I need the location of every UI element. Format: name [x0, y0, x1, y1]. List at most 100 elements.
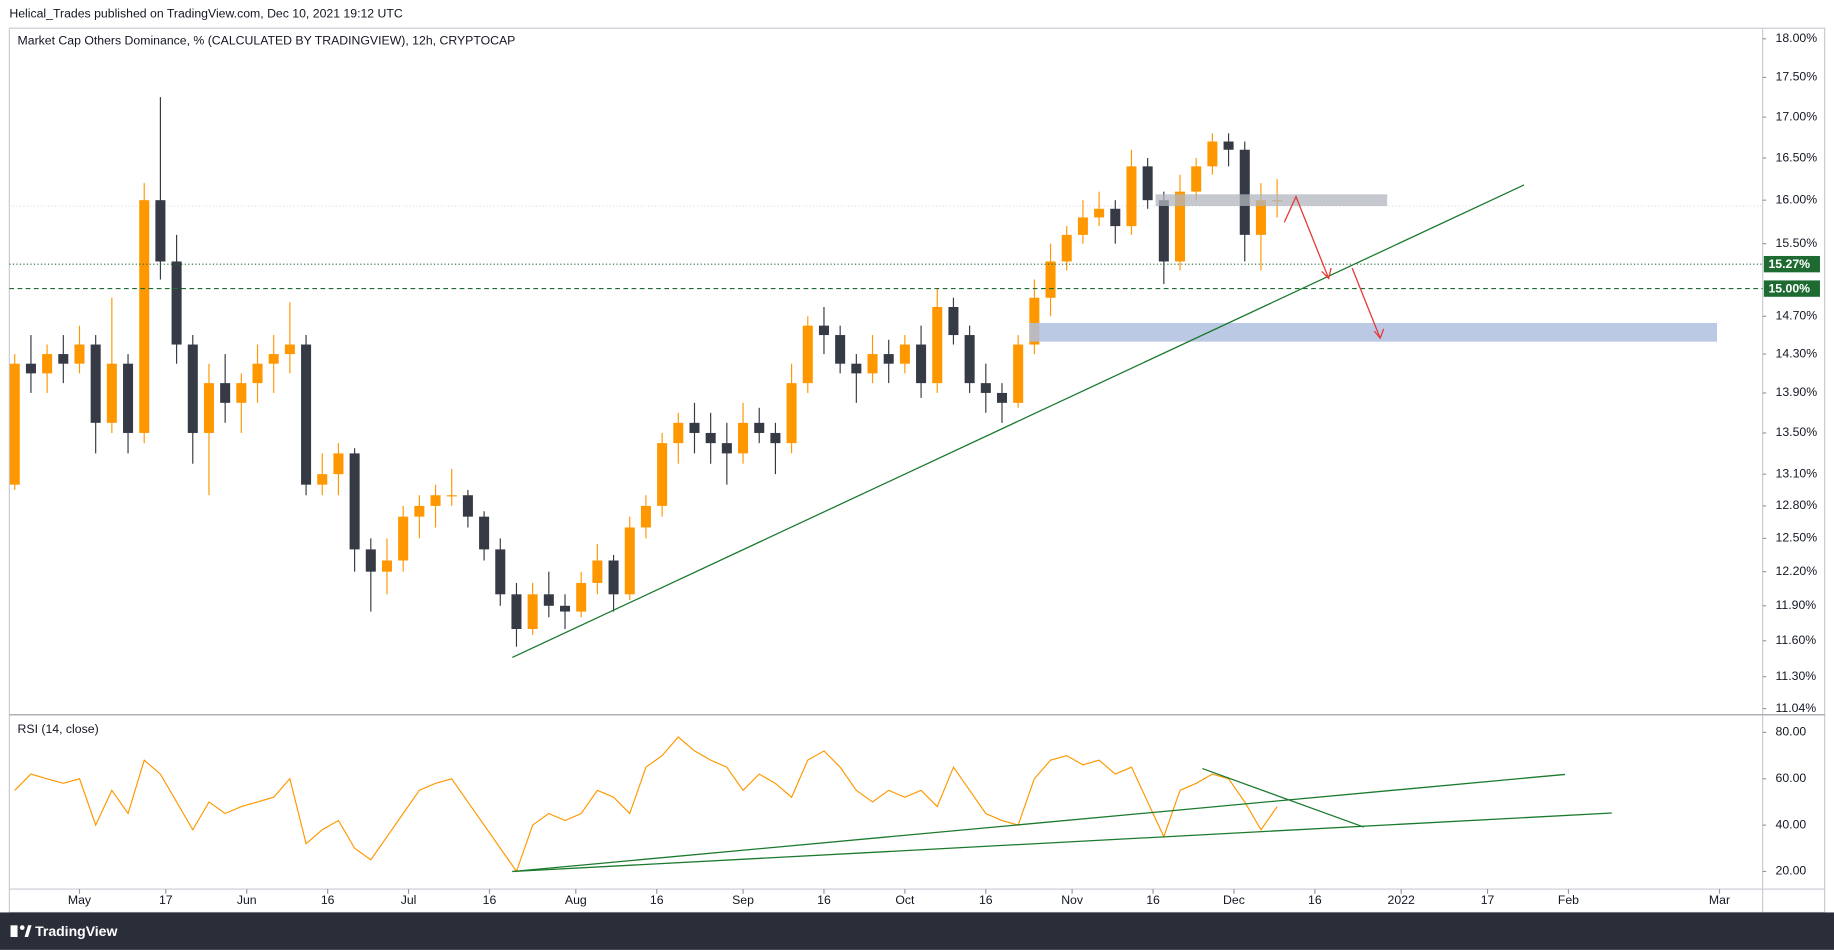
candle-body — [673, 422, 684, 444]
x-tick-label: 16 — [321, 893, 335, 907]
candle-body — [1223, 141, 1234, 150]
candle-body — [1255, 200, 1266, 235]
price-badge-label: 15.00% — [1769, 281, 1811, 295]
candle-body — [268, 354, 279, 364]
arrow — [1283, 194, 1330, 279]
x-tick-label: Jul — [401, 893, 417, 907]
candle-body — [1191, 166, 1202, 192]
drawings — [512, 184, 1718, 659]
logo-mark — [19, 925, 25, 930]
header-text: Helical_Trades published on TradingView.… — [9, 6, 403, 20]
candle-body — [867, 354, 878, 374]
candle-body — [301, 344, 312, 485]
candle-body — [980, 383, 991, 393]
price-pane-title: Market Cap Others Dominance, % (CALCULAT… — [18, 33, 516, 47]
candle-body — [58, 354, 69, 364]
x-tick-label: Sep — [732, 893, 754, 907]
x-tick-label: 16 — [979, 893, 993, 907]
y-tick-label: 11.60% — [1776, 633, 1817, 647]
candle-body — [171, 261, 182, 345]
y-tick-label: 18.00% — [1776, 31, 1818, 45]
candle-body — [689, 422, 700, 433]
candle-body — [479, 516, 490, 550]
candle-body — [576, 582, 587, 612]
y-tick-label: 16.50% — [1776, 150, 1818, 164]
candle-body — [333, 453, 344, 475]
candle-body — [42, 354, 53, 374]
x-tick-label: Feb — [1558, 893, 1579, 907]
header-bar — [0, 0, 1834, 29]
x-tick-label: 2022 — [1388, 893, 1415, 907]
candle-body — [1158, 200, 1169, 262]
x-tick-label: 16 — [650, 893, 664, 907]
candle-body — [657, 443, 668, 506]
candle-body — [559, 605, 571, 612]
logo — [10, 925, 32, 938]
candle-body — [527, 594, 538, 630]
candle-body — [462, 495, 473, 517]
x-tick-label: Nov — [1061, 893, 1084, 907]
candle-body — [74, 344, 85, 364]
candle-body — [899, 344, 910, 364]
y-tick-label: 17.50% — [1776, 70, 1818, 84]
x-tick-label: Aug — [565, 893, 587, 907]
candle-body — [738, 422, 749, 454]
y-tick-label: 14.30% — [1776, 346, 1818, 360]
candle-body — [1126, 166, 1137, 227]
x-tick-label: Oct — [895, 893, 915, 907]
y-tick-label: 12.80% — [1776, 498, 1818, 512]
candle-body — [1029, 297, 1040, 345]
candle-body — [220, 383, 231, 403]
candle-body — [705, 432, 716, 444]
x-tick-label: 17 — [1481, 893, 1495, 907]
candle-body — [123, 363, 134, 433]
candle-body — [721, 443, 732, 454]
logo-mark — [24, 925, 32, 938]
x-tick-label: Dec — [1223, 893, 1245, 907]
footer-brand: TradingView — [35, 923, 117, 939]
y-tick-label: 60.00 — [1776, 771, 1807, 785]
candle-body — [624, 527, 635, 595]
candles — [9, 97, 1283, 647]
candle-body — [446, 495, 457, 497]
y-tick-label: 11.30% — [1776, 669, 1817, 683]
candle-body — [203, 383, 214, 433]
arrow — [1351, 267, 1381, 339]
arrow-head — [1373, 328, 1385, 340]
candle-body — [770, 432, 781, 444]
logo-mark — [10, 925, 18, 938]
y-tick-label: 13.10% — [1776, 466, 1818, 480]
candle-body — [155, 200, 166, 262]
candle-body — [1239, 149, 1250, 235]
x-tick-label: 17 — [159, 893, 173, 907]
x-tick-label: Jun — [237, 893, 257, 907]
rsi-pane-title: RSI (14, close) — [18, 722, 99, 736]
candle-body — [1077, 217, 1088, 235]
candle-body — [754, 422, 765, 433]
x-tick-label: 16 — [817, 893, 831, 907]
y-tick-label: 17.00% — [1776, 109, 1818, 123]
candle-body — [592, 560, 603, 583]
y-tick-label: 14.70% — [1776, 309, 1818, 323]
candle-body — [1045, 261, 1056, 298]
y-tick-label: 12.50% — [1776, 531, 1818, 545]
candle-body — [236, 383, 247, 403]
y-tick-label: 11.04% — [1776, 701, 1817, 715]
candle-body — [1094, 208, 1105, 218]
x-tick-label: Mar — [1709, 893, 1730, 907]
candle-body — [851, 363, 862, 374]
price-badge — [1763, 255, 1820, 273]
candle-body — [786, 383, 797, 444]
trendline — [512, 773, 1566, 873]
footer-bar — [0, 912, 1834, 950]
candle-body — [25, 363, 36, 374]
y-tick-label: 13.90% — [1776, 385, 1818, 399]
candle-body — [1175, 191, 1186, 262]
x-tick-label: 16 — [1146, 893, 1160, 907]
trendline — [512, 812, 1612, 873]
y-tick-label: 15.50% — [1776, 236, 1818, 250]
y-tick-label: 13.50% — [1776, 425, 1818, 439]
candle-body — [996, 392, 1008, 403]
